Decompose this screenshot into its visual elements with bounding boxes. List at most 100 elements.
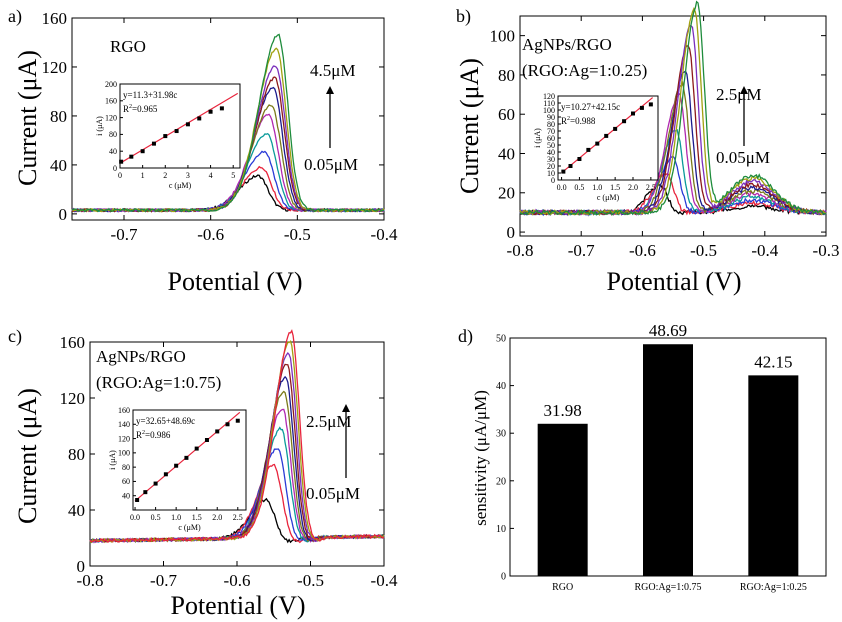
annotation-top: 4.5μM xyxy=(310,61,355,80)
inset-plot: 0.0 0.5 1.0 1.5 2.0 2.5 40 60 80 100 120 140 160 c (μ… xyxy=(108,406,247,532)
inset-frame xyxy=(119,83,241,169)
x-tick-label: 0.5 xyxy=(151,513,161,522)
y-tick-label: 70 xyxy=(547,127,555,136)
inset-frame xyxy=(132,409,247,511)
series-line xyxy=(71,65,385,213)
inset-y-axis-label: i (μA) xyxy=(95,116,104,136)
y-tick-label: 0 xyxy=(551,176,555,185)
r2-value: =0.965 xyxy=(132,104,158,114)
data-point xyxy=(595,141,600,146)
inset-plot: 0.0 0.5 1.0 1.5 2.0 2.5 0102030405060708090100… xyxy=(533,92,659,202)
bar-value-label: 42.15 xyxy=(754,352,792,371)
plot-frame xyxy=(519,15,827,237)
x-tick-label: -0.7 xyxy=(150,571,177,590)
data-point xyxy=(194,446,199,451)
y-tick-label: 40 xyxy=(122,492,130,501)
annotation-top: 2.5μM xyxy=(716,85,761,104)
y-tick-label: 120 xyxy=(42,58,68,77)
y-tick-label: 100 xyxy=(543,106,555,115)
series-line xyxy=(89,329,385,543)
data-point xyxy=(577,157,582,161)
x-tick-label: 0.0 xyxy=(557,183,567,192)
r2-prefix: R xyxy=(136,430,142,440)
series-label-line2: (RGO:Ag=1:0.75) xyxy=(96,373,221,392)
y-tick-label: 80 xyxy=(50,107,67,126)
r2-value: =0.986 xyxy=(145,430,171,440)
y-tick-label: 120 xyxy=(118,434,130,443)
x-tick-label: 5 xyxy=(231,171,235,180)
panel-c: -0.8 -0.7 -0.6 -0.5 -0.4 0 40 80 120 160 c) AgNPs/R… xyxy=(8,326,398,620)
data-point xyxy=(174,463,179,468)
y-tick-label: 40 xyxy=(498,144,515,163)
x-axis-label: Potential (V) xyxy=(170,591,305,620)
panel-b: -0.8 -0.7 -0.6 -0.5 -0.4 -0.3020406080100b)Ag… xyxy=(455,0,839,296)
y-tick-label: 80 xyxy=(547,120,555,129)
inset-x-axis-label: c (μM) xyxy=(597,193,620,202)
y-tick-label: 80 xyxy=(68,445,85,464)
data-point xyxy=(197,116,202,121)
data-point xyxy=(613,126,618,131)
inset-x-axis-label: c (μM) xyxy=(178,523,201,532)
y-tick-label: 120 xyxy=(105,113,117,122)
data-point xyxy=(561,169,566,174)
inset-x-axis-label: c (μM) xyxy=(169,181,192,190)
inset-r2: R2=0.986 xyxy=(136,430,171,440)
y-tick-label: 160 xyxy=(42,9,68,28)
arrow-head xyxy=(326,86,334,94)
y-tick-label: 160 xyxy=(60,333,86,352)
y-tick-label: 10 xyxy=(496,524,506,535)
data-point xyxy=(153,481,158,486)
data-point xyxy=(568,164,573,168)
inset-r2: R2=0.988 xyxy=(561,116,596,126)
y-tick-label: 100 xyxy=(118,449,130,458)
data-point xyxy=(208,109,213,114)
bar-value-label: 31.98 xyxy=(544,401,582,420)
y-tick-label: 90 xyxy=(547,113,555,122)
y-tick-label: 50 xyxy=(496,334,506,345)
fit-line xyxy=(119,92,239,164)
y-tick-label: 0 xyxy=(59,205,68,224)
panel-a: -0.7 -0.6 -0.5 -0.404080120160a)RGOPotentia… xyxy=(8,6,398,296)
x-tick-label: 2.0 xyxy=(628,183,638,192)
y-tick-label: 160 xyxy=(118,406,130,415)
data-point xyxy=(586,147,591,152)
y-tick-label: 0 xyxy=(113,164,117,173)
x-axis-label: Potential (V) xyxy=(167,267,302,296)
y-tick-label: 20 xyxy=(496,476,506,487)
x-tick-label: -0.5 xyxy=(297,571,324,590)
panel-label-b: b) xyxy=(456,6,471,27)
annotation-bottom: 0.05μM xyxy=(304,155,358,174)
y-tick-label: 40 xyxy=(547,148,555,157)
x-tick-label: 1.5 xyxy=(610,183,620,192)
y-tick-label: 60 xyxy=(498,105,515,124)
y-tick-label: 200 xyxy=(105,80,117,89)
data-point xyxy=(631,111,635,116)
series-line xyxy=(71,76,385,213)
y-tick-label: 0 xyxy=(501,572,506,583)
x-tick-label: RGO:Ag=1:0.25 xyxy=(740,582,807,593)
y-tick-label: 140 xyxy=(118,420,130,429)
r2-prefix: R xyxy=(561,116,567,126)
data-point xyxy=(219,106,224,111)
series-line xyxy=(71,86,385,213)
data-point xyxy=(235,418,240,423)
y-tick-label: 40 xyxy=(496,381,506,392)
x-tick-label: 2 xyxy=(163,171,167,180)
x-tick-label: -0.6 xyxy=(197,225,224,244)
annotation-top: 2.5μM xyxy=(306,412,351,431)
inset-equation: y=10.27+42.15c xyxy=(561,102,620,112)
y-tick-label: 20 xyxy=(498,184,515,203)
bar xyxy=(643,344,693,576)
y-tick-label: 80 xyxy=(109,130,117,139)
data-point xyxy=(163,472,168,477)
y-tick-label: 100 xyxy=(490,27,516,46)
x-tick-label: RGO xyxy=(552,582,573,593)
data-point xyxy=(622,119,627,124)
plot-frame xyxy=(71,17,385,221)
y-tick-label: 120 xyxy=(543,92,555,101)
panel-label-d: d) xyxy=(458,326,473,347)
x-tick-label: -0.8 xyxy=(507,241,534,260)
data-point xyxy=(604,133,609,138)
series-line xyxy=(519,6,827,217)
